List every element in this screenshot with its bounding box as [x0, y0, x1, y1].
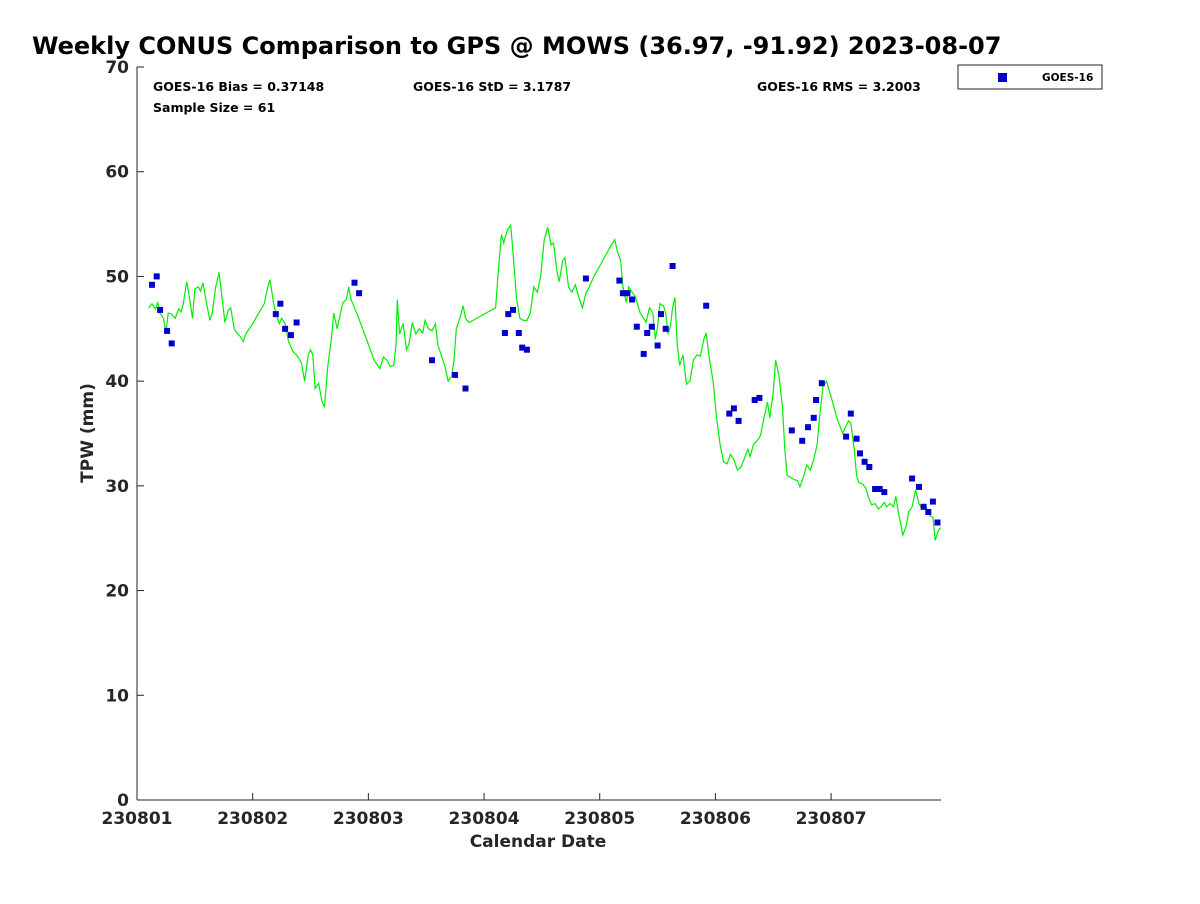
- stat-rms: GOES-16 RMS = 3.2003: [757, 79, 921, 94]
- data-point-goes16: [788, 427, 795, 434]
- x-tick-label: 230803: [333, 809, 404, 829]
- data-point-goes16: [881, 489, 888, 496]
- data-point-goes16: [523, 346, 530, 353]
- y-axis: 0 10 20 30 40 50 60 70: [105, 58, 144, 811]
- data-point-goes16: [751, 397, 758, 403]
- legend-box: [957, 64, 1103, 90]
- stat-std: GOES-16 StD = 3.1787: [413, 79, 571, 94]
- data-point-goes16: [624, 290, 631, 297]
- data-point-goes16: [756, 394, 763, 401]
- series-line-gps: [148, 223, 942, 541]
- data-point-goes16: [629, 296, 636, 303]
- data-point-goes16: [818, 380, 825, 387]
- y-tick-label: 70: [105, 58, 129, 78]
- data-point-goes16: [505, 311, 512, 318]
- x-tick-label: 230802: [217, 809, 288, 829]
- data-point-goes16: [157, 306, 164, 313]
- data-point-goes16: [853, 435, 860, 442]
- legend-label-goes16: GOES-16: [1042, 72, 1093, 84]
- x-tick-label: 230807: [796, 809, 867, 829]
- x-tick-label: 230801: [102, 809, 173, 829]
- data-point-goes16: [669, 263, 676, 269]
- data-point-goes16: [799, 437, 806, 444]
- data-point-goes16: [805, 424, 811, 431]
- series-layer: [148, 223, 942, 541]
- data-point-goes16: [658, 311, 664, 318]
- data-point-goes16: [857, 450, 863, 457]
- y-tick-label: 20: [105, 582, 129, 602]
- x-tick-label: 230804: [449, 809, 520, 829]
- data-point-goes16: [876, 486, 883, 492]
- chart-title: Weekly CONUS Comparison to GPS @ MOWS (3…: [32, 32, 1001, 60]
- data-point-goes16: [662, 325, 669, 332]
- data-point-goes16: [293, 319, 300, 326]
- data-point-goes16: [929, 498, 936, 505]
- data-point-goes16: [429, 357, 435, 364]
- legend-marker-goes16: [998, 73, 1007, 82]
- y-tick-label: 60: [105, 163, 129, 183]
- data-point-goes16: [282, 325, 289, 332]
- data-point-goes16: [730, 405, 737, 412]
- data-point-goes16: [726, 410, 733, 417]
- data-point-goes16: [640, 350, 647, 357]
- y-tick-label: 50: [105, 267, 129, 287]
- data-point-goes16: [168, 340, 175, 347]
- data-point-goes16: [861, 458, 868, 465]
- data-point-goes16: [619, 290, 626, 297]
- data-point-goes16: [582, 275, 589, 282]
- data-point-goes16: [287, 332, 294, 339]
- x-axis-label: Calendar Date: [470, 832, 607, 852]
- stat-bias: GOES-16 Bias = 0.37148: [153, 79, 324, 94]
- data-point-goes16: [515, 330, 522, 336]
- data-point-goes16: [872, 486, 879, 492]
- data-point-goes16: [925, 509, 932, 515]
- data-point-goes16: [847, 410, 854, 417]
- data-point-goes16: [648, 323, 655, 330]
- data-point-goes16: [356, 290, 363, 297]
- data-point-goes16: [654, 342, 661, 349]
- data-point-goes16: [149, 281, 155, 288]
- x-tick-label: 230806: [680, 809, 751, 829]
- data-point-goes16: [813, 397, 820, 403]
- data-point-goes16: [462, 385, 469, 392]
- data-point-goes16: [452, 371, 459, 378]
- data-point-goes16: [277, 300, 284, 307]
- stat-sample-size: Sample Size = 61: [153, 100, 275, 115]
- data-point-goes16: [909, 475, 916, 482]
- y-tick-label: 30: [105, 477, 129, 497]
- data-point-goes16: [843, 433, 850, 440]
- data-point-goes16: [164, 327, 171, 334]
- data-point-goes16: [703, 302, 710, 309]
- data-point-goes16: [633, 323, 640, 330]
- data-point-goes16: [351, 279, 358, 286]
- x-axis: 230801 230802 230803 230804 230805 230806 2308…: [102, 793, 867, 829]
- data-point-goes16: [616, 277, 623, 284]
- plot-area: [137, 67, 941, 800]
- y-tick-label: 10: [105, 686, 129, 706]
- y-axis-label: TPW (mm): [78, 383, 98, 483]
- data-point-goes16: [501, 330, 508, 336]
- y-tick-label: 40: [105, 372, 129, 392]
- y-tick-label: 0: [117, 791, 129, 811]
- data-point-goes16: [644, 330, 651, 336]
- data-point-goes16: [735, 417, 742, 424]
- data-point-goes16: [272, 311, 279, 318]
- x-tick-label: 230805: [564, 809, 635, 829]
- data-point-goes16: [519, 344, 526, 351]
- data-point-goes16: [916, 483, 922, 490]
- data-point-goes16: [934, 519, 941, 526]
- data-point-goes16: [866, 464, 873, 470]
- data-point-goes16: [810, 414, 817, 421]
- data-point-goes16: [920, 503, 927, 510]
- legend: GOES-16: [957, 64, 1103, 90]
- data-point-goes16: [510, 306, 516, 313]
- data-point-goes16: [153, 273, 160, 280]
